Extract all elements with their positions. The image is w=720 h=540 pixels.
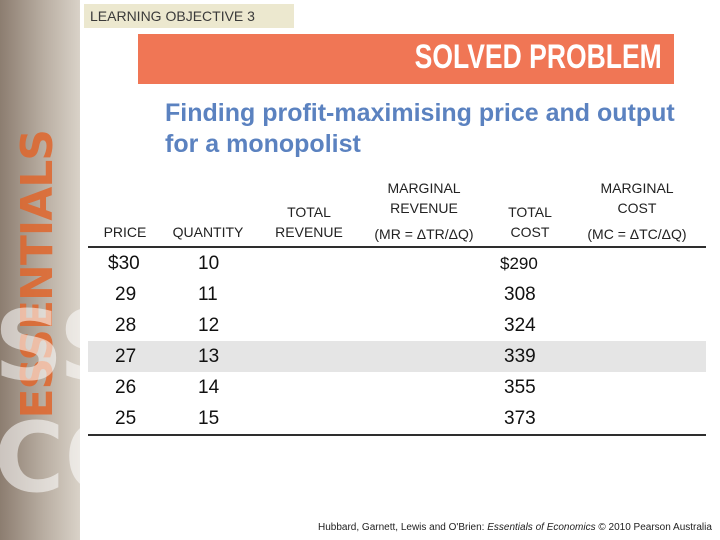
cell-quantity: 15: [198, 408, 220, 429]
header-rule: [88, 246, 706, 248]
header-marginal-revenue-line3: (MR = ΔTR/ΔQ): [374, 226, 474, 242]
cell-price: 28: [115, 315, 137, 336]
header-total-revenue-line2: REVENUE: [275, 224, 343, 240]
header-marginal-cost-line2: COST: [617, 200, 657, 216]
footer-authors: Hubbard, Garnett, Lewis and O'Brien:: [318, 522, 488, 533]
header-price: PRICE: [88, 222, 162, 242]
book-cover-image: ESSENTIALS SSCO: [0, 0, 80, 540]
cell-total-cost: 308: [504, 284, 536, 305]
header-marginal-cost: MARGINAL COST (MC = ΔTC/ΔQ): [574, 178, 700, 244]
cell-price: $30: [108, 253, 140, 274]
cell-total-cost: 355: [504, 377, 536, 398]
footer-publisher: © 2010 Pearson Australia: [595, 522, 712, 533]
cell-quantity: 14: [198, 377, 220, 398]
header-marginal-cost-line3: (MC = ΔTC/ΔQ): [587, 226, 687, 242]
cell-total-cost: 324: [504, 315, 536, 336]
cell-quantity: 10: [198, 253, 220, 274]
header-total-cost: TOTAL COST: [488, 202, 572, 242]
cover-letters-art: SSCO: [0, 290, 80, 514]
header-quantity-label: QUANTITY: [172, 224, 244, 240]
cell-price: 25: [115, 408, 137, 429]
footer-citation: Hubbard, Garnett, Lewis and O'Brien: Ess…: [318, 522, 718, 533]
page-title: Finding profit-maximising price and outp…: [165, 99, 675, 158]
footer-book-title: Essentials of Economics: [487, 522, 596, 533]
table-bottom-rule: [88, 434, 706, 436]
solved-problem-banner: SOLVED PROBLEM: [138, 34, 674, 84]
header-total-revenue: TOTAL REVENUE: [264, 202, 354, 242]
header-price-label: PRICE: [103, 224, 147, 240]
table-header: PRICE QUANTITY TOTAL REVENUE MARGINAL RE…: [88, 172, 706, 246]
cell-total-cost: $290: [500, 254, 538, 273]
data-table: PRICE QUANTITY TOTAL REVENUE MARGINAL RE…: [88, 172, 706, 436]
cell-quantity: 11: [198, 284, 218, 305]
table-row: 26 14 355: [88, 372, 706, 403]
table-row: 29 11 308: [88, 279, 706, 310]
cell-quantity: 12: [198, 315, 220, 336]
table-row: 25 15 373: [88, 403, 706, 434]
cell-price: 29: [115, 284, 137, 305]
cell-price: 27: [115, 346, 137, 367]
cell-total-cost: 339: [504, 346, 536, 367]
header-total-revenue-line1: TOTAL: [287, 204, 331, 220]
table-row: 28 12 324: [88, 310, 706, 341]
table-row: 27 13 339: [88, 341, 706, 372]
learning-objective-badge: LEARNING OBJECTIVE 3: [84, 4, 294, 28]
cell-total-cost: 373: [504, 408, 536, 429]
header-total-cost-line2: COST: [510, 224, 550, 240]
header-quantity: QUANTITY: [158, 222, 258, 242]
header-marginal-revenue-line2: REVENUE: [390, 200, 458, 216]
table-row: $30 10 $290: [88, 248, 706, 279]
header-marginal-revenue-line1: MARGINAL: [387, 180, 461, 196]
cell-quantity: 13: [198, 346, 220, 367]
header-total-cost-line1: TOTAL: [508, 204, 552, 220]
header-marginal-cost-line1: MARGINAL: [600, 180, 674, 196]
banner-label: SOLVED PROBLEM: [414, 38, 662, 76]
header-marginal-revenue: MARGINAL REVENUE (MR = ΔTR/ΔQ): [360, 178, 488, 244]
cell-price: 26: [115, 377, 137, 398]
